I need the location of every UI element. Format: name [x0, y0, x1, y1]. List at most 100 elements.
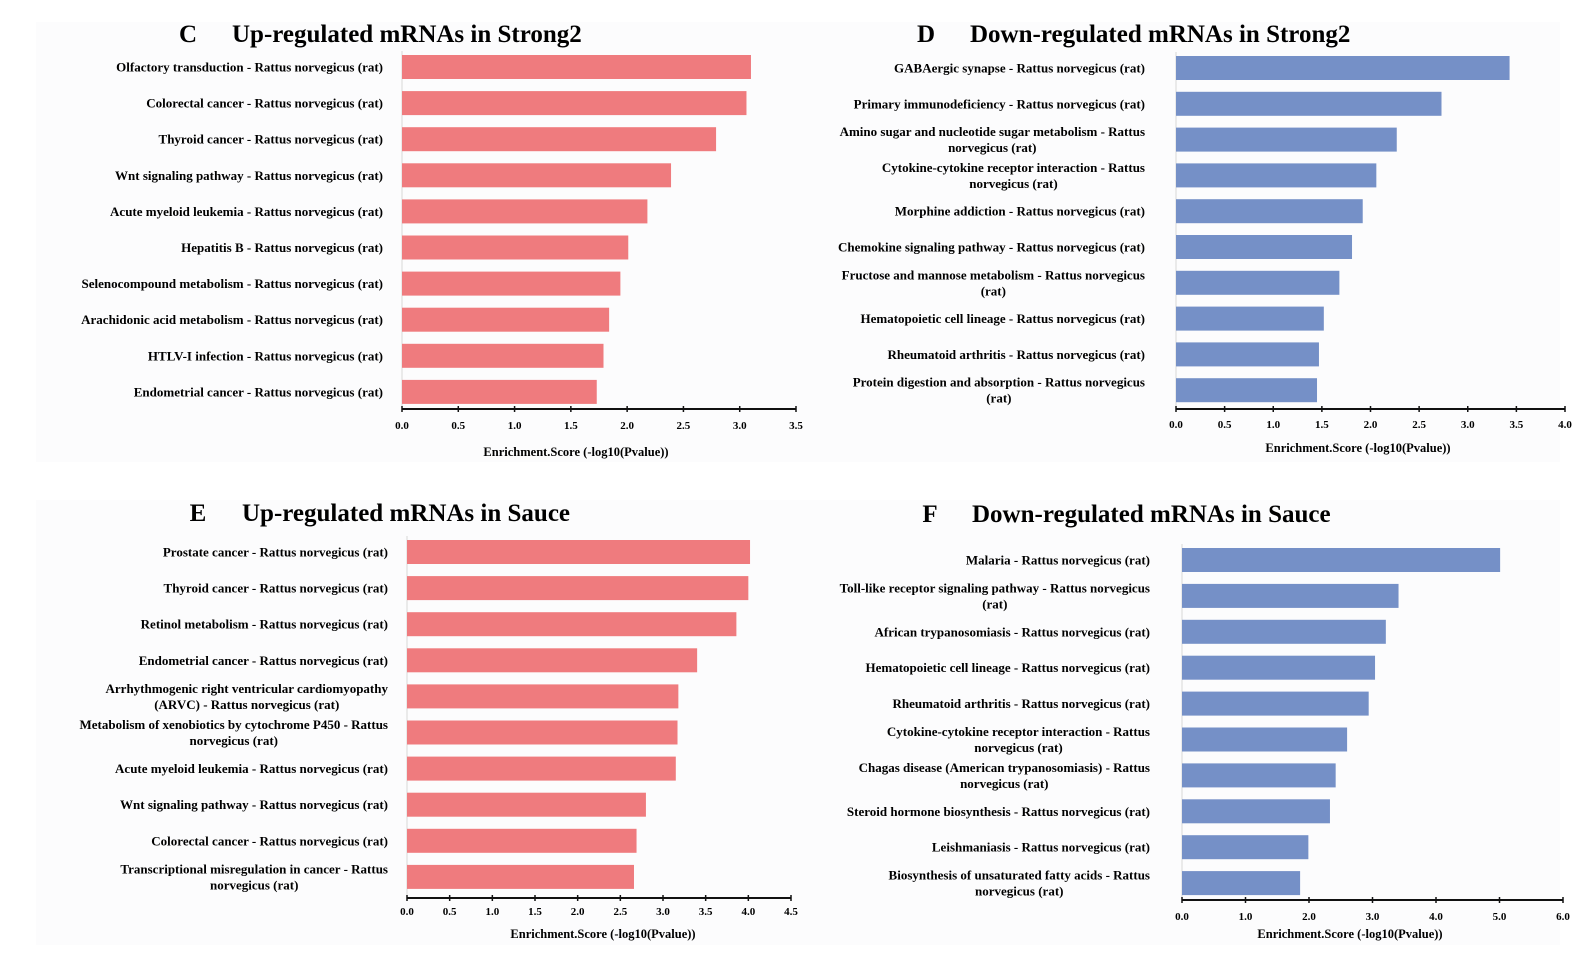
panel-d-category-label: Fructose and mannose metabolism - Rattus… — [842, 267, 1145, 298]
panel-f-category-label: Malaria - Rattus norvegicus (rat) — [966, 553, 1150, 568]
panel-f-bar — [1182, 583, 1399, 608]
panel-f-category-label-line: norvegicus (rat) — [960, 776, 1048, 791]
panel-e-x-tick-label: 3.0 — [656, 906, 670, 918]
panel-e-category-label-line: norvegicus (rat) — [190, 733, 278, 748]
panel-e-x-tick-label: 2.5 — [613, 906, 627, 918]
panel-d-bar — [1176, 342, 1319, 367]
panel-c-x-tick-label: 0.0 — [395, 420, 409, 432]
panel-e-category-label: Transcriptional misregulation in cancer … — [120, 861, 388, 892]
panel-f-category-label: Biosynthesis of unsaturated fatty acids … — [889, 868, 1150, 899]
panel-d-x-tick-label: 0.5 — [1218, 419, 1232, 431]
panel-e-x-tick-label: 2.0 — [571, 906, 585, 918]
panel-d-x-tick-label: 1.0 — [1266, 419, 1280, 431]
panel-c-bar — [402, 163, 672, 188]
panel-d-category-label-line: norvegicus (rat) — [948, 140, 1036, 155]
panel-d-category-label: Amino sugar and nucleotide sugar metabol… — [840, 124, 1145, 155]
panel-d-x-tick-label: 1.5 — [1315, 419, 1329, 431]
panel-f-category-label: Cytokine-cytokine receptor interaction -… — [887, 724, 1150, 755]
panel-e-x-tick-label: 0.5 — [443, 906, 457, 918]
panel-c-x-tick-label: 2.0 — [620, 420, 634, 432]
panel-f-category-label-line: Chagas disease (American trypanosomiasis… — [859, 760, 1150, 775]
panel-e-category-label: Endometrial cancer - Rattus norvegicus (… — [139, 653, 388, 668]
panel-c-category-label: Thyroid cancer - Rattus norvegicus (rat) — [159, 132, 383, 147]
panel-c-category-label: Colorectal cancer - Rattus norvegicus (r… — [146, 96, 383, 111]
panel-d-x-tick-label: 2.0 — [1364, 419, 1378, 431]
panel-c-x-tick-label: 1.0 — [508, 420, 522, 432]
panel-d-x-axis-label: Enrichment.Score (-log10(Pvalue)) — [1265, 441, 1450, 455]
panel-f-x-tick-label: 2.0 — [1302, 911, 1316, 923]
panel-c-title: Up-regulated mRNAs in Strong2 — [232, 21, 582, 48]
panel-e-bar — [407, 612, 737, 637]
panel-f-category-label: African trypanosomiasis - Rattus norvegi… — [874, 624, 1150, 639]
panel-d-bar — [1176, 270, 1340, 295]
panel-e-bar — [407, 540, 751, 564]
panel-e-x-tick-label: 1.5 — [528, 906, 542, 918]
panel-e-x-tick-label: 3.5 — [699, 906, 713, 918]
panel-f-category-label: Steroid hormone biosynthesis - Rattus no… — [847, 804, 1150, 819]
panel-d-category-label: Rheumatoid arthritis - Rattus norvegicus… — [888, 347, 1145, 362]
panel-d-category-label: Protein digestion and absorption - Rattu… — [853, 375, 1145, 406]
panel-c-category-label: Wnt signaling pathway - Rattus norvegicu… — [115, 168, 383, 183]
panel-d-bar — [1176, 235, 1353, 259]
panel-f-bar — [1182, 691, 1369, 716]
panel-f-category-label-line: norvegicus (rat) — [975, 884, 1063, 899]
panel-f-bar — [1182, 548, 1501, 572]
panel-e-x-tick-label: 0.0 — [400, 906, 414, 918]
panel-e-bar — [407, 576, 749, 601]
panel-f-x-tick-label: 4.0 — [1429, 911, 1443, 923]
panel-f-bar — [1182, 835, 1309, 860]
panel-c-category-label: HTLV-I infection - Rattus norvegicus (ra… — [148, 348, 383, 363]
panel-d-category-label: Morphine addiction - Rattus norvegicus (… — [895, 204, 1145, 219]
panel-c-bar — [402, 91, 747, 116]
panel-f-bar — [1182, 655, 1376, 680]
panel-d-category-label: Hematopoietic cell lineage - Rattus norv… — [861, 311, 1145, 326]
panel-e-bar — [407, 864, 634, 889]
panel-e-category-label: Acute myeloid leukemia - Rattus norvegic… — [115, 761, 388, 776]
panel-f-category-label-line: Toll-like receptor signaling pathway - R… — [840, 580, 1150, 595]
panel-f-category-label: Hematopoietic cell lineage - Rattus norv… — [866, 660, 1150, 675]
panel-d-x-tick-label: 0.0 — [1169, 419, 1183, 431]
panel-f-x-tick-label: 5.0 — [1493, 911, 1507, 923]
panel-f-category-label: Rheumatoid arthritis - Rattus norvegicus… — [893, 696, 1150, 711]
panel-c-bar — [402, 199, 648, 224]
panel-d-category-label: Chemokine signaling pathway - Rattus nor… — [838, 240, 1145, 255]
panel-e-category-label: Thyroid cancer - Rattus norvegicus (rat) — [164, 581, 388, 596]
panel-c-bar — [402, 127, 717, 152]
panel-e-bar — [407, 648, 698, 673]
panel-d-letter: D — [917, 21, 935, 48]
panel-e-category-label-line: Metabolism of xenobiotics by cytochrome … — [80, 717, 388, 732]
panel-d-bar — [1176, 306, 1324, 331]
panel-e-category-label-line: norvegicus (rat) — [210, 877, 298, 892]
panel-f-x-tick-label: 6.0 — [1556, 911, 1570, 923]
panel-d-category-label-line: Amino sugar and nucleotide sugar metabol… — [840, 124, 1145, 139]
panel-f-title: Down-regulated mRNAs in Sauce — [972, 501, 1331, 528]
panel-e-x-tick-label: 1.0 — [485, 906, 499, 918]
panel-d-x-tick-label: 3.5 — [1510, 419, 1524, 431]
panel-c-x-tick-label: 3.5 — [789, 420, 803, 432]
panel-e-x-tick-label: 4.0 — [741, 906, 755, 918]
panel-d-x-tick-label: 3.0 — [1461, 419, 1475, 431]
panel-d-bar — [1176, 163, 1377, 188]
panel-c-bar — [402, 235, 629, 260]
panel-c-category-label: Olfactory transduction - Rattus norvegic… — [116, 60, 383, 75]
panel-f-category-label: Chagas disease (American trypanosomiasis… — [859, 760, 1150, 791]
panel-d-category-label-line: (rat) — [986, 391, 1011, 406]
panel-f-x-tick-label: 1.0 — [1239, 911, 1253, 923]
panel-e-bar — [407, 756, 676, 781]
panel-d-x-tick-label: 4.0 — [1558, 419, 1572, 431]
panel-f-bar — [1182, 727, 1348, 752]
panel-e-category-label-line: Arrhythmogenic right ventricular cardiom… — [106, 681, 389, 696]
panel-c-bar — [402, 379, 597, 404]
panel-d-category-label-line: Cytokine-cytokine receptor interaction -… — [882, 160, 1145, 175]
panel-f-category-label-line: norvegicus (rat) — [974, 740, 1062, 755]
panel-d-title: Down-regulated mRNAs in Strong2 — [970, 21, 1350, 48]
panel-d-bar — [1176, 199, 1363, 224]
panel-d-x-tick-label: 2.5 — [1412, 419, 1426, 431]
panel-f-category-label: Toll-like receptor signaling pathway - R… — [840, 580, 1150, 611]
panel-c-x-tick-label: 2.5 — [677, 420, 691, 432]
panel-f-category-label-line: Biosynthesis of unsaturated fatty acids … — [889, 868, 1150, 883]
panel-f-x-axis-label: Enrichment.Score (-log10(Pvalue)) — [1257, 927, 1442, 941]
panel-f-letter: F — [922, 501, 937, 528]
panel-e-x-tick-label: 4.5 — [784, 906, 798, 918]
